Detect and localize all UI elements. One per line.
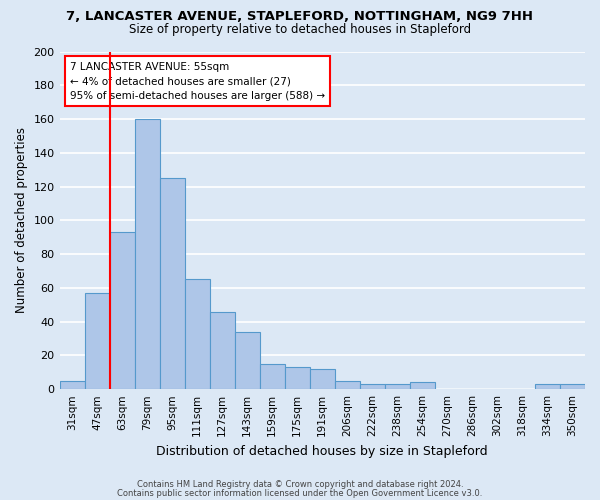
Bar <box>110 232 134 389</box>
Bar <box>385 384 410 389</box>
Y-axis label: Number of detached properties: Number of detached properties <box>15 128 28 314</box>
Bar <box>535 384 560 389</box>
Bar <box>285 367 310 389</box>
Text: Contains public sector information licensed under the Open Government Licence v3: Contains public sector information licen… <box>118 488 482 498</box>
Text: 7, LANCASTER AVENUE, STAPLEFORD, NOTTINGHAM, NG9 7HH: 7, LANCASTER AVENUE, STAPLEFORD, NOTTING… <box>67 10 533 23</box>
Bar <box>185 280 209 389</box>
Text: 7 LANCASTER AVENUE: 55sqm
← 4% of detached houses are smaller (27)
95% of semi-d: 7 LANCASTER AVENUE: 55sqm ← 4% of detach… <box>70 62 325 101</box>
Bar <box>335 380 360 389</box>
Bar <box>310 369 335 389</box>
Text: Size of property relative to detached houses in Stapleford: Size of property relative to detached ho… <box>129 22 471 36</box>
Bar <box>59 380 85 389</box>
Bar <box>85 293 110 389</box>
Bar <box>235 332 260 389</box>
Text: Contains HM Land Registry data © Crown copyright and database right 2024.: Contains HM Land Registry data © Crown c… <box>137 480 463 489</box>
Bar <box>560 384 585 389</box>
Bar <box>410 382 435 389</box>
Bar <box>134 119 160 389</box>
Bar <box>260 364 285 389</box>
Bar <box>360 384 385 389</box>
Bar <box>160 178 185 389</box>
Bar <box>209 312 235 389</box>
X-axis label: Distribution of detached houses by size in Stapleford: Distribution of detached houses by size … <box>157 444 488 458</box>
